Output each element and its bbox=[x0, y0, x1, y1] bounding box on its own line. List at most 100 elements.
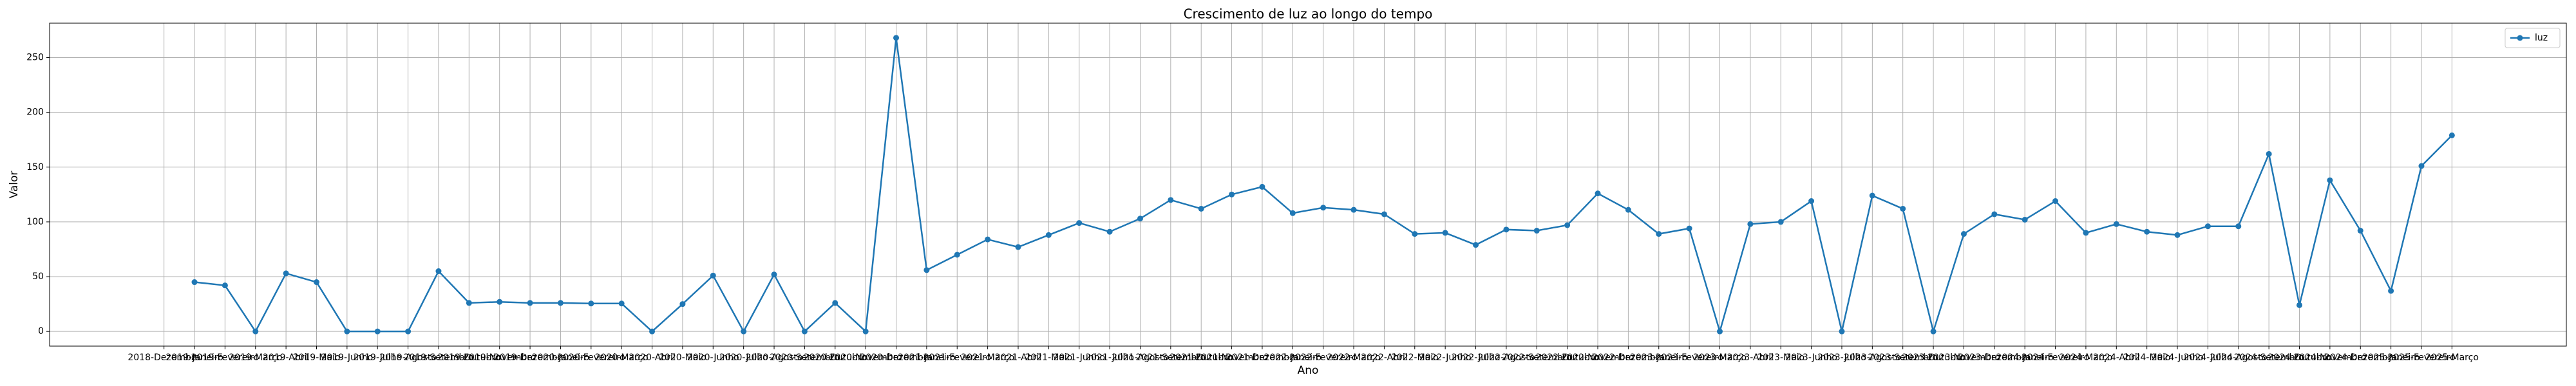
x-tick-label: 2023-Setembro bbox=[1868, 353, 1938, 363]
x-tick-label: 2021-Novembro bbox=[1195, 353, 1268, 363]
x-tick-label: 2021-Maio bbox=[1025, 353, 1072, 363]
y-axis-label: Valor bbox=[8, 171, 21, 199]
point bbox=[2052, 198, 2059, 205]
x-tick-label: 2023-Maio bbox=[1757, 353, 1804, 363]
x-tick-label: 2020-Abril bbox=[629, 353, 675, 363]
point bbox=[1503, 226, 1510, 233]
point bbox=[1686, 225, 1692, 232]
point bbox=[618, 300, 625, 307]
point bbox=[1259, 183, 1265, 190]
x-tick-label: 2019-Novembro bbox=[463, 353, 536, 363]
point bbox=[344, 328, 350, 335]
point bbox=[801, 328, 808, 335]
point bbox=[1106, 228, 1113, 235]
point bbox=[252, 328, 259, 335]
x-tick-label: 2024-Outubro bbox=[2268, 353, 2331, 363]
point bbox=[862, 328, 869, 335]
point bbox=[2266, 151, 2272, 157]
x-tick-label: 2022-Dezembro bbox=[1592, 353, 1665, 363]
point bbox=[2083, 230, 2089, 236]
x-tick-label: 2023-Dezembro bbox=[1958, 353, 2031, 363]
point bbox=[649, 328, 656, 335]
x-tick-label: 2024-Maio bbox=[2123, 353, 2171, 363]
point bbox=[2235, 223, 2242, 230]
point bbox=[771, 271, 777, 278]
x-tick-label: 2019-Setembro bbox=[404, 353, 474, 363]
point bbox=[1381, 211, 1387, 217]
x-tick-label: 2023-Junho bbox=[1785, 353, 1837, 363]
x-tick-label: 2020-Setembro bbox=[770, 353, 840, 363]
point bbox=[2327, 177, 2333, 183]
point bbox=[1869, 192, 1875, 199]
x-tick-label: 2023-Outubro bbox=[1902, 353, 1965, 363]
point bbox=[1960, 231, 1967, 237]
x-tick-label: 2025-Fevereiro bbox=[2387, 353, 2455, 363]
point bbox=[2357, 228, 2363, 234]
x-tick-label: 2020-Julho bbox=[719, 353, 768, 363]
point bbox=[2448, 132, 2455, 138]
x-tick-label: 2021-Agosto bbox=[1112, 353, 1169, 363]
x-tick-label: 2022-Fevereiro bbox=[1289, 353, 1357, 363]
x-tick-label: 2021-Fevereiro bbox=[923, 353, 991, 363]
x-tick-label: 2020-Março bbox=[595, 353, 649, 363]
point bbox=[2174, 232, 2181, 238]
point bbox=[1350, 207, 1357, 213]
x-tick-label: 2021-Janeiro bbox=[898, 353, 956, 363]
point bbox=[2388, 288, 2394, 294]
point bbox=[1747, 221, 1754, 227]
x-tick-label: 2020-Junho bbox=[687, 353, 739, 363]
x-tick-label: 2023-Janeiro bbox=[1630, 353, 1688, 363]
x-tick-label: 2024-Fevereiro bbox=[2022, 353, 2089, 363]
point bbox=[2144, 228, 2150, 235]
x-tick-label: 2023-Agosto bbox=[1844, 353, 1901, 363]
point bbox=[1289, 210, 1296, 216]
legend-label: luz bbox=[2535, 33, 2548, 43]
x-tick-label: 2019-Janeiro bbox=[166, 353, 223, 363]
point bbox=[1625, 207, 1631, 213]
point bbox=[893, 35, 900, 41]
chart-title: Crescimento de luz ao longo do tempo bbox=[1184, 6, 1433, 22]
point bbox=[2113, 221, 2119, 227]
point bbox=[1991, 211, 1998, 217]
point bbox=[588, 300, 594, 307]
point bbox=[1930, 328, 1937, 335]
point bbox=[2204, 223, 2211, 230]
x-tick-label: 2022-Setembro bbox=[1502, 353, 1572, 363]
x-tick-label: 2021-Abril bbox=[995, 353, 1041, 363]
y-tick-label: 250 bbox=[26, 52, 44, 62]
x-tick-label: 2018-Dezembro bbox=[128, 353, 200, 363]
plot-frame bbox=[49, 23, 2567, 347]
x-tick-label: 2021-Setembro bbox=[1135, 353, 1206, 363]
x-axis-label: Ano bbox=[1298, 364, 1319, 377]
x-tick-label: 2019-Agosto bbox=[379, 353, 437, 363]
point bbox=[313, 279, 319, 286]
point bbox=[283, 270, 289, 277]
point bbox=[741, 328, 747, 335]
point bbox=[1015, 244, 1021, 250]
legend-box bbox=[2505, 28, 2561, 48]
point bbox=[710, 272, 716, 279]
x-tick-label: 2020-Outubro bbox=[804, 353, 867, 363]
x-tick-label: 2022-Julho bbox=[1452, 353, 1501, 363]
x-tick-label: 2023-Julho bbox=[1817, 353, 1866, 363]
x-tick-label: 2023-Novembro bbox=[1927, 353, 2000, 363]
x-tick-label: 2019-Maio bbox=[293, 353, 341, 363]
point bbox=[1320, 205, 1327, 211]
point bbox=[1229, 191, 1235, 198]
x-tick-label: 2019-Junho bbox=[321, 353, 373, 363]
x-tick-label: 2022-Agosto bbox=[1478, 353, 1535, 363]
point bbox=[374, 328, 381, 335]
point bbox=[1900, 205, 1906, 212]
point bbox=[1839, 328, 1845, 335]
point bbox=[1533, 228, 1540, 234]
x-tick-label: 2021-Julho bbox=[1085, 353, 1134, 363]
x-tick-label: 2020-Fevereiro bbox=[557, 353, 625, 363]
x-tick-label: 2020-Janeiro bbox=[532, 353, 590, 363]
point bbox=[954, 252, 960, 258]
point bbox=[1168, 197, 1174, 203]
point bbox=[1412, 231, 1418, 237]
x-tick-label: 2022-Junho bbox=[1419, 353, 1472, 363]
x-tick-label: 2020-Maio bbox=[659, 353, 706, 363]
point bbox=[832, 300, 838, 306]
point bbox=[2418, 163, 2425, 169]
